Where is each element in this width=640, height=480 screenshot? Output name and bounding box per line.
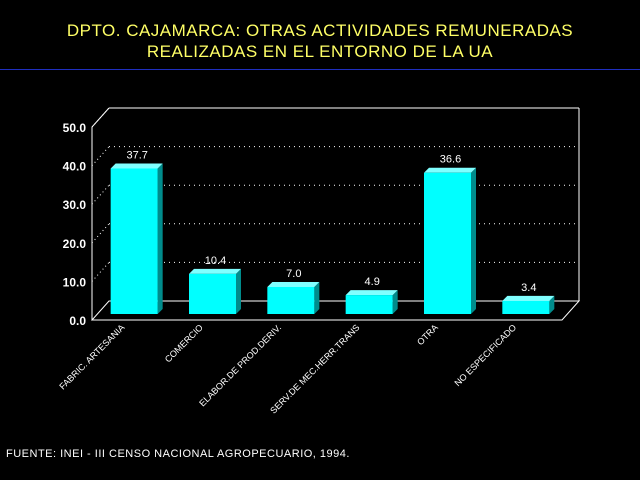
grid-line-side xyxy=(91,223,110,244)
grid-line-side xyxy=(91,146,110,166)
bar-top xyxy=(345,290,398,296)
bar-side xyxy=(157,163,163,314)
bar-group xyxy=(110,163,163,314)
x-tick-label: ELABOR.DE PROD.DERIV. xyxy=(197,322,283,408)
bar-side xyxy=(236,268,241,314)
y-tick-label: 0.0 xyxy=(69,314,86,328)
x-tick-label: OTRA xyxy=(415,322,440,347)
bar-group xyxy=(267,281,320,314)
x-tick-label: SERV.DE MEC.HERR.TRANS xyxy=(268,322,361,415)
x-tick-label: FABRIC. ARTESANIA xyxy=(57,322,126,391)
chart-title: DPTO. CAJAMARCA: OTRAS ACTIVIDADES REMUN… xyxy=(0,20,640,62)
bar-top xyxy=(424,167,476,173)
bar-side xyxy=(314,281,320,314)
bar-value-label: 7.0 xyxy=(286,268,301,280)
bar-top xyxy=(110,163,163,169)
bar-top xyxy=(189,268,241,274)
bar-side xyxy=(392,290,398,314)
bar-value-label: 36.6 xyxy=(440,154,461,166)
source-note: FUENTE: INEI - III CENSO NACIONAL AGROPE… xyxy=(6,448,350,460)
grid-line-side xyxy=(91,262,110,282)
bar-value-label: 10.4 xyxy=(205,255,226,267)
title-divider xyxy=(0,69,640,70)
bar xyxy=(345,295,393,314)
bar xyxy=(110,168,158,314)
y-tick-label: 50.0 xyxy=(63,121,87,135)
bar xyxy=(424,172,471,314)
bar xyxy=(267,286,315,314)
bar-group xyxy=(345,290,398,314)
bar-value-label: 37.7 xyxy=(126,149,147,161)
bar-group xyxy=(502,295,555,314)
floor xyxy=(90,300,581,321)
bar-group xyxy=(189,268,241,314)
x-tick-label: NO ESPECIFICADO xyxy=(452,322,518,388)
chart-title-line-1: DPTO. CAJAMARCA: OTRAS ACTIVIDADES REMUN… xyxy=(66,21,574,40)
bar-value-label: 3.4 xyxy=(521,282,536,294)
chart-title-line-2: REALIZADAS EN EL ENTORNO DE LA UA xyxy=(146,42,494,61)
bar-side xyxy=(471,167,476,314)
grid-line-side xyxy=(91,184,110,205)
bar-top xyxy=(502,295,555,301)
x-tick-label: COMERCIO xyxy=(163,322,205,364)
y-tick-label: 20.0 xyxy=(63,237,87,251)
bar xyxy=(189,273,236,314)
bar xyxy=(502,300,550,314)
y-tick-label: 10.0 xyxy=(63,275,87,289)
y-tick-label: 40.0 xyxy=(63,160,87,174)
y-tick-label: 30.0 xyxy=(63,198,87,212)
bar-side xyxy=(549,295,555,314)
bar-top xyxy=(267,281,320,287)
wall-top-edge xyxy=(91,107,110,128)
bar-value-label: 4.9 xyxy=(365,276,380,288)
bar-group xyxy=(424,167,476,314)
